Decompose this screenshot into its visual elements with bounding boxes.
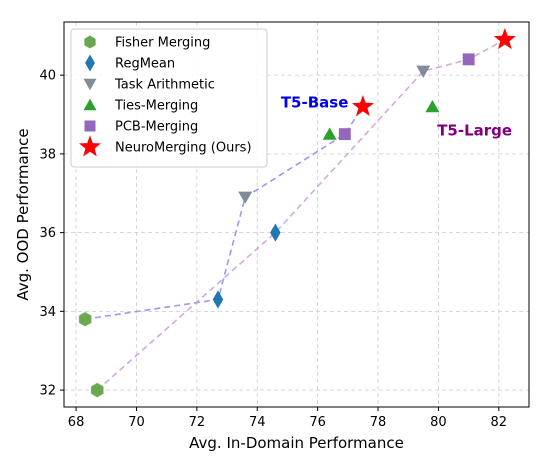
data-point (493, 28, 516, 50)
x-tick-label: 72 (189, 415, 206, 430)
x-tick-label: 76 (309, 415, 326, 430)
data-point (462, 53, 475, 66)
data-point (78, 311, 92, 327)
axis-ticks: 68 70 72 74 76 78 80 82 32 34 36 38 40 (39, 69, 507, 430)
legend-marker (79, 135, 101, 157)
legend-marker (83, 98, 97, 111)
legend: Fisher Merging RegMean Task Arithmetic Ties… (70, 28, 268, 168)
x-tick-label: 68 (68, 415, 85, 430)
legend-label: Fisher Merging (115, 36, 210, 51)
data-point (351, 95, 374, 116)
y-axis-label: Avg. OOD Performance (14, 128, 32, 300)
data-point (238, 191, 253, 204)
legend-marker (84, 120, 96, 132)
legend-label: Ties-Merging (114, 99, 198, 114)
y-tick-label: 32 (39, 384, 56, 399)
legend-label: RegMean (115, 57, 175, 72)
legend-label: PCB-Merging (115, 120, 198, 135)
legend-marker (84, 35, 96, 49)
legend-marker (85, 54, 95, 72)
x-tick-label: 80 (430, 415, 447, 430)
x-tick-label: 82 (491, 415, 508, 430)
data-points (78, 28, 516, 398)
annotations: T5-Base T5-Large (281, 94, 512, 140)
x-tick-label: 74 (249, 415, 266, 430)
y-tick-label: 36 (39, 226, 56, 241)
legend-label: Task Arithmetic (114, 78, 215, 93)
x-tick-label: 78 (370, 415, 387, 430)
plot-frame (63, 21, 530, 408)
x-tick-label: 70 (128, 415, 145, 430)
y-tick-label: 40 (39, 69, 56, 84)
legend-box (70, 28, 268, 168)
data-point (270, 223, 281, 242)
x-axis-label: Avg. In-Domain Performance (189, 434, 404, 452)
annotation-label: T5-Large (437, 121, 512, 139)
data-point (425, 100, 440, 113)
legend-label: NeuroMerging (Ours) (115, 141, 252, 156)
y-tick-label: 38 (39, 147, 56, 162)
data-point (322, 127, 337, 140)
data-point (90, 382, 104, 398)
legend-marker (83, 78, 97, 91)
data-point (416, 65, 431, 78)
data-point (212, 290, 224, 309)
data-point (338, 128, 351, 141)
y-tick-label: 34 (39, 305, 56, 320)
annotation-label: T5-Base (281, 94, 349, 112)
